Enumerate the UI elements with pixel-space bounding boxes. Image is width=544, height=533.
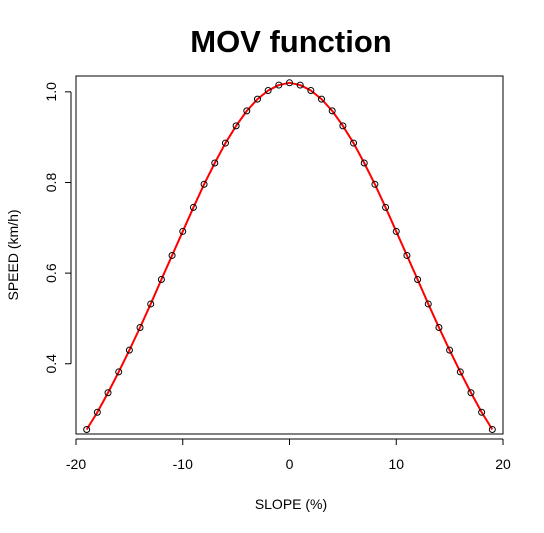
data-point	[488, 425, 496, 433]
x-tick-label: 20	[495, 456, 511, 472]
data-point	[243, 107, 251, 115]
data-point	[179, 227, 187, 235]
y-tick-label: 1.0	[43, 82, 59, 102]
chart-title: MOV function	[190, 24, 391, 59]
data-point	[318, 95, 326, 103]
data-point	[446, 346, 454, 354]
data-point	[157, 275, 165, 283]
y-tick-label: 0.4	[43, 354, 59, 374]
series-line-group	[85, 81, 494, 430]
data-point	[339, 122, 347, 130]
data-point	[392, 227, 400, 235]
y-axis-label: SPEED (km/h)	[5, 209, 21, 300]
data-point	[189, 203, 197, 211]
y-axis: 0.4 0.6 0.8 1.0	[43, 82, 72, 374]
series-points-group	[83, 79, 496, 433]
data-point	[414, 275, 422, 283]
data-point	[371, 180, 379, 188]
data-point	[286, 79, 293, 87]
x-axis-label: SLOPE (%)	[255, 496, 327, 512]
plot-frame	[75, 75, 504, 435]
x-tick-label: 10	[388, 456, 404, 472]
data-point	[221, 139, 229, 147]
data-point	[467, 389, 475, 397]
x-tick-label: -10	[173, 456, 193, 472]
data-point	[382, 203, 390, 211]
data-point	[350, 139, 358, 147]
data-point	[147, 300, 155, 308]
data-point	[328, 107, 336, 115]
data-point	[253, 95, 261, 103]
x-tick-label: 0	[286, 456, 294, 472]
data-point	[83, 425, 91, 433]
data-point	[456, 368, 464, 376]
data-point	[136, 324, 144, 332]
series-line	[85, 81, 494, 430]
y-tick-label: 0.8	[43, 173, 59, 193]
data-point	[264, 87, 272, 95]
data-point	[115, 368, 123, 376]
data-point	[168, 251, 176, 259]
data-point	[360, 159, 368, 167]
data-point	[424, 300, 432, 308]
data-point	[275, 81, 283, 89]
data-point	[296, 81, 304, 89]
data-point	[93, 408, 101, 416]
data-point	[232, 122, 240, 130]
data-point	[403, 251, 411, 259]
data-point	[435, 324, 443, 332]
data-point	[104, 389, 112, 397]
x-axis: -20 -10 0 10 20	[66, 438, 511, 472]
data-point	[307, 87, 315, 95]
data-point	[125, 346, 133, 354]
data-point	[211, 159, 219, 167]
data-point	[200, 180, 208, 188]
x-tick-label: -20	[66, 456, 86, 472]
data-point	[478, 408, 486, 416]
y-tick-label: 0.6	[43, 263, 59, 283]
